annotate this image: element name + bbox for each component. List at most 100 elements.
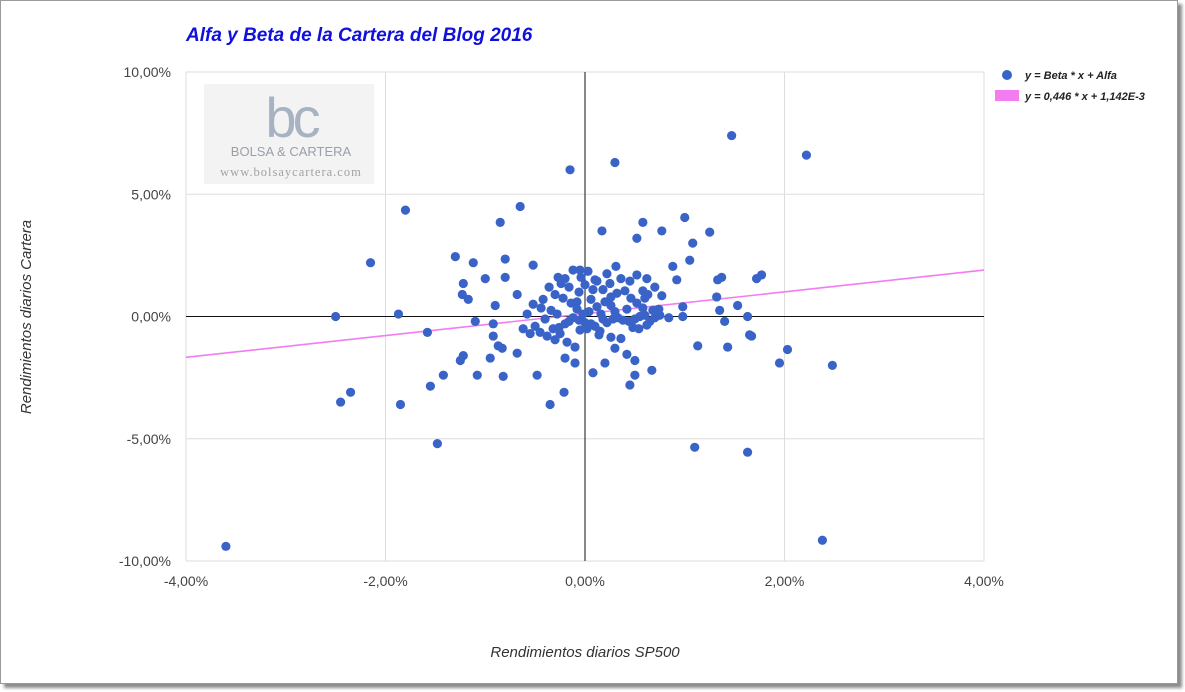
data-point (540, 314, 550, 324)
y-tick-label: -10,00% (119, 553, 171, 569)
data-point (685, 255, 695, 265)
data-point (480, 274, 490, 284)
data-point (610, 157, 620, 168)
data-point (605, 278, 615, 289)
data-point (515, 201, 525, 212)
data-point (532, 370, 542, 380)
data-point (616, 274, 626, 284)
data-point (630, 355, 640, 366)
data-point (395, 399, 406, 410)
y-tick-labels: 10,00% 5,00% 0,00% -5,00% -10,00% (119, 64, 171, 569)
data-point (470, 316, 480, 326)
data-point (583, 266, 593, 276)
data-point (542, 331, 552, 341)
data-point (657, 226, 667, 236)
data-point (610, 343, 620, 353)
data-point (570, 358, 580, 368)
data-point (558, 293, 568, 303)
data-point (538, 294, 548, 304)
data-point (712, 292, 722, 302)
x-tick-label: 0,00% (565, 573, 605, 589)
data-point (680, 212, 690, 223)
data-point (565, 165, 575, 175)
data-point (713, 275, 723, 285)
data-point (221, 541, 231, 551)
data-point (715, 305, 725, 315)
data-point (693, 341, 703, 351)
x-tick-labels: -4,00% -2,00% 0,00% 2,00% 4,00% (164, 573, 1004, 589)
data-point (584, 307, 594, 317)
data-point (727, 130, 737, 141)
data-point (640, 293, 650, 303)
data-point (488, 319, 498, 329)
data-point (512, 289, 522, 300)
data-point (572, 297, 582, 307)
data-point (827, 360, 837, 370)
watermark: bc BOLSA & CARTERA www.bolsaycartera.com (204, 84, 374, 184)
x-tick-label: -2,00% (363, 573, 407, 589)
data-point (606, 300, 616, 311)
data-point (612, 288, 622, 298)
data-point (638, 217, 648, 227)
data-point (782, 344, 793, 355)
data-point (393, 309, 404, 319)
data-point (570, 342, 580, 352)
data-point (438, 370, 448, 380)
data-point (586, 294, 596, 304)
data-point (638, 286, 648, 296)
data-point (668, 261, 678, 271)
data-point (751, 274, 762, 284)
data-point (345, 387, 356, 397)
data-point (588, 368, 598, 378)
data-point (705, 227, 715, 237)
data-point (450, 251, 460, 262)
data-point (468, 258, 478, 268)
chart-title: Alfa y Beta de la Cartera del Blog 2016 (185, 25, 533, 46)
data-point (622, 349, 632, 359)
data-point (575, 265, 585, 275)
data-point (723, 342, 733, 352)
y-axis-label: Rendimientos diarios Cartera (18, 220, 35, 414)
data-point (616, 333, 626, 344)
data-point (564, 282, 574, 292)
data-point (598, 285, 608, 295)
data-point (544, 282, 554, 292)
data-point (512, 348, 522, 358)
data-point (422, 327, 432, 337)
data-point (522, 309, 532, 319)
data-point (592, 276, 602, 286)
data-point (500, 254, 510, 264)
data-point (598, 314, 608, 324)
data-point (606, 332, 616, 342)
x-tick-label: 4,00% (964, 573, 1004, 589)
data-point (801, 150, 812, 160)
data-point (548, 324, 558, 334)
data-point (594, 330, 604, 340)
data-point (817, 535, 828, 545)
data-point (597, 226, 607, 236)
data-point (564, 316, 574, 326)
data-point (560, 353, 570, 363)
y-tick-label: 5,00% (131, 186, 171, 202)
data-point (400, 205, 411, 215)
data-point (620, 286, 630, 296)
data-point (575, 325, 585, 335)
data-point (525, 329, 535, 339)
watermark-box (204, 84, 374, 184)
data-point (774, 358, 785, 368)
data-point (742, 311, 753, 322)
data-point (625, 380, 635, 390)
data-point (530, 321, 540, 331)
data-point (642, 320, 652, 330)
data-point (495, 217, 505, 227)
data-point (657, 291, 667, 301)
legend-marker-trend (995, 90, 1019, 101)
data-point (536, 303, 546, 313)
data-point (654, 304, 664, 314)
data-point (535, 327, 545, 337)
data-point (592, 302, 602, 312)
data-point (498, 371, 508, 382)
y-tick-label: 10,00% (124, 64, 171, 80)
data-point (336, 397, 346, 407)
